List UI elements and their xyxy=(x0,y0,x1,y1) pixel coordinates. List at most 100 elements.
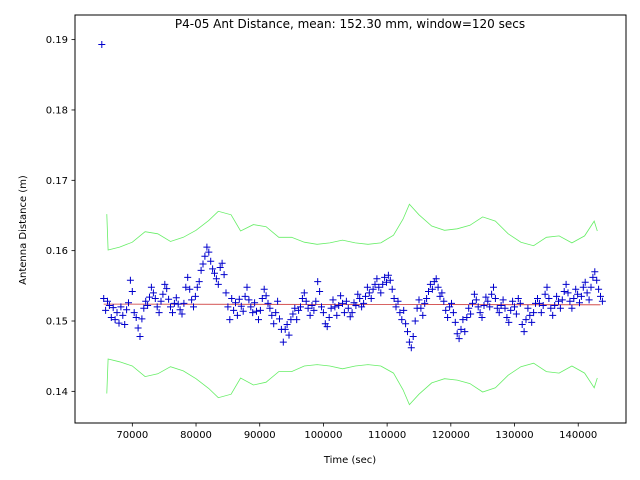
data-point xyxy=(585,296,593,304)
data-point xyxy=(574,290,582,298)
data-point xyxy=(449,309,457,317)
data-point xyxy=(314,278,322,286)
data-point xyxy=(553,292,561,300)
data-point xyxy=(530,309,538,317)
data-point xyxy=(528,318,536,326)
data-point xyxy=(352,302,360,309)
data-point xyxy=(572,285,580,293)
data-point xyxy=(251,299,259,307)
data-point xyxy=(224,303,232,311)
data-point xyxy=(583,289,591,297)
data-point xyxy=(174,300,182,308)
chart-title: P4-05 Ant Distance, mean: 152.30 mm, win… xyxy=(175,17,525,31)
data-point xyxy=(247,303,255,311)
data-point xyxy=(232,299,239,307)
data-point xyxy=(235,295,243,303)
data-point xyxy=(402,320,410,328)
data-point xyxy=(100,295,108,302)
data-point xyxy=(511,303,518,311)
data-point xyxy=(306,311,314,319)
data-point xyxy=(211,269,218,277)
data-point xyxy=(570,295,578,302)
mean-line xyxy=(103,303,601,306)
data-point xyxy=(581,278,589,286)
data-point xyxy=(123,306,131,314)
data-point xyxy=(291,304,299,312)
data-point xyxy=(300,289,308,297)
data-point xyxy=(537,309,545,317)
data-point xyxy=(400,306,408,314)
data-point xyxy=(392,303,400,311)
data-point xyxy=(541,290,549,298)
data-point xyxy=(560,288,568,295)
x-tick-label: 90000 xyxy=(244,430,276,441)
y-axis: 0.14 0.15 0.16 0.17 0.18 0.19 xyxy=(46,35,75,398)
data-point xyxy=(207,257,215,265)
data-point xyxy=(555,297,562,305)
data-point xyxy=(197,266,205,274)
data-point xyxy=(375,283,383,291)
data-point xyxy=(556,304,564,312)
y-tick-label: 0.15 xyxy=(46,317,68,328)
data-point xyxy=(598,297,606,305)
data-point xyxy=(157,297,165,305)
data-point xyxy=(165,295,173,303)
data-point xyxy=(126,276,134,284)
data-point xyxy=(451,318,459,326)
data-point xyxy=(151,295,159,302)
data-point xyxy=(497,302,505,309)
data-point xyxy=(526,311,534,319)
data-point xyxy=(591,268,599,276)
x-tick-label: 140000 xyxy=(559,430,597,441)
data-point xyxy=(199,260,207,268)
data-point xyxy=(589,273,597,281)
data-point xyxy=(522,316,530,324)
x-tick-label: 130000 xyxy=(495,430,533,441)
data-point xyxy=(337,292,345,300)
data-point xyxy=(390,295,398,302)
data-point xyxy=(442,306,450,314)
data-point xyxy=(147,283,155,291)
data-point xyxy=(190,303,197,311)
data-point xyxy=(577,292,585,300)
data-point xyxy=(346,313,354,321)
data-point xyxy=(138,315,146,323)
data-point xyxy=(272,309,280,317)
y-axis-label: Antenna Distance (m) xyxy=(18,175,29,285)
data-point xyxy=(478,314,486,321)
data-point xyxy=(312,297,320,305)
data-point xyxy=(379,280,387,288)
data-point xyxy=(121,321,129,328)
lower-band-line xyxy=(106,358,598,406)
data-point xyxy=(134,324,142,332)
data-point xyxy=(360,299,368,307)
data-point xyxy=(128,288,136,295)
data-point xyxy=(480,302,488,309)
data-point xyxy=(319,309,327,317)
data-point xyxy=(348,309,356,317)
data-point xyxy=(253,307,260,315)
x-axis: 70000 80000 90000 100000 110000 120000 130000 1… xyxy=(116,423,597,441)
data-point xyxy=(167,303,174,311)
data-point xyxy=(593,276,601,284)
data-point xyxy=(214,280,222,288)
data-point xyxy=(448,299,455,307)
data-point xyxy=(484,297,492,305)
data-point xyxy=(125,299,132,307)
data-point xyxy=(266,304,274,312)
data-point xyxy=(463,314,471,321)
data-point xyxy=(514,295,522,302)
data-point xyxy=(209,265,217,273)
data-point xyxy=(274,297,282,305)
data-point xyxy=(534,295,541,302)
data-point xyxy=(444,314,452,321)
data-point xyxy=(453,330,461,338)
data-point xyxy=(543,283,551,291)
data-point xyxy=(132,314,140,321)
data-point xyxy=(308,302,316,309)
data-point xyxy=(119,311,127,319)
data-point xyxy=(339,299,346,307)
data-point xyxy=(298,295,306,302)
x-tick-label: 100000 xyxy=(304,430,342,441)
